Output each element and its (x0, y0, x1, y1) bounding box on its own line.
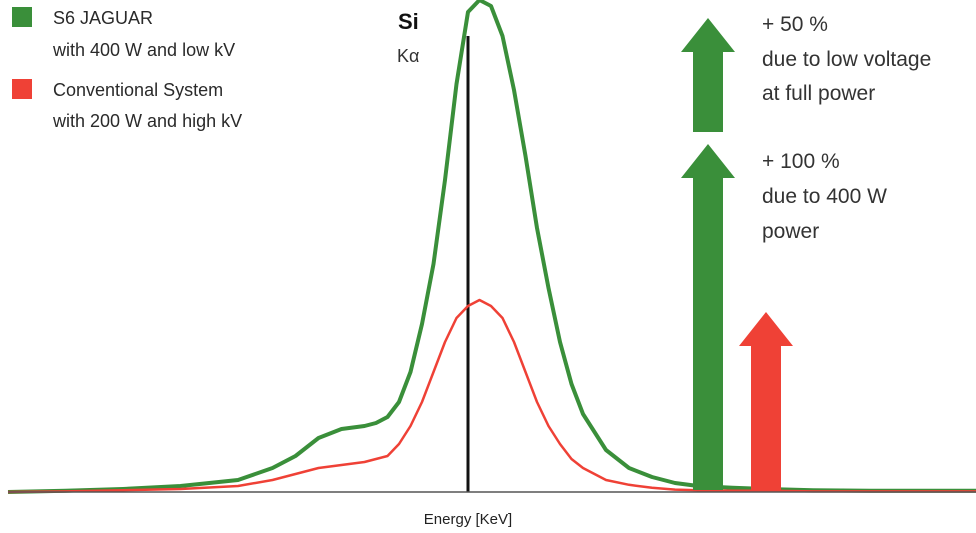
legend-label-s6-jaguar-line2: with 400 W and low kV (52, 40, 235, 60)
legend-swatch-s6-jaguar (12, 7, 32, 27)
legend-swatch-conventional (12, 79, 32, 99)
x-axis-label: Energy [KeV] (424, 511, 512, 528)
legend: S6 JAGUAR with 400 W and low kV Conventi… (12, 7, 242, 131)
gain-arrow-low-voltage (681, 18, 735, 132)
annotation-400w-line2: due to 400 W (762, 185, 887, 208)
peak-line-label: Kα (397, 46, 419, 66)
legend-label-conventional-line1: Conventional System (53, 80, 223, 100)
annotation-low-voltage-line1: + 50 % (762, 13, 828, 36)
legend-label-conventional-line2: with 200 W and high kV (52, 111, 242, 131)
series-line-s6-jaguar (7, 0, 976, 494)
annotation-labels: + 50 % due to low voltage at full power … (762, 13, 931, 243)
peak-element-label: Si (398, 9, 419, 34)
plot-series (7, 0, 976, 494)
gain-arrows (681, 18, 793, 490)
annotation-low-voltage-line2: due to low voltage (762, 48, 931, 71)
gain-arrow-400w-power (681, 144, 735, 490)
series-line-conventional (7, 298, 976, 494)
annotation-low-voltage-line3: at full power (762, 82, 875, 105)
annotation-400w-line1: + 100 % (762, 150, 840, 173)
peak-marker: Si Kα (397, 9, 470, 492)
annotation-400w-line3: power (762, 220, 819, 243)
gain-arrow-conventional (739, 312, 793, 490)
legend-label-s6-jaguar-line1: S6 JAGUAR (53, 8, 153, 28)
